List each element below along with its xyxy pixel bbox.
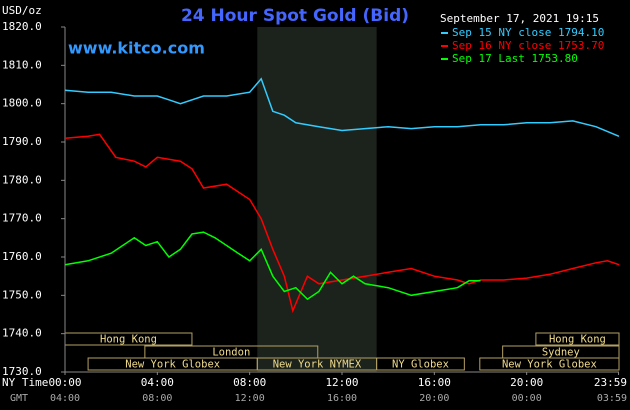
x2-tick-label: 08:00 [142,393,172,404]
session-box [376,357,465,371]
session-label: New York Globex [125,359,220,371]
chart-title: 24 Hour Spot Gold (Bid) [181,6,409,26]
y-tick-label: 1760.0 [2,250,42,263]
session-box [479,357,620,371]
y-tick-label: 1780.0 [2,173,42,186]
session-label: New York NYMEX [273,359,362,371]
watermark: www.kitco.com [68,39,205,58]
x2-tick-label: 20:00 [419,393,449,404]
session-label: NY Globex [392,359,449,371]
session-label: New York Globex [502,359,597,371]
y-tick-label: 1730.0 [2,365,42,378]
x-tick-label: 08:00 [233,376,266,389]
legend-label: Sep 16 NY close 1753.70 [452,39,604,52]
y-tick-label: 1740.0 [2,327,42,340]
x-tick-label: 04:00 [141,376,174,389]
legend-label: Sep 15 NY close 1794.10 [452,26,604,39]
x-tick-label: 12:00 [325,376,358,389]
x-tick-label: 00:00 [48,376,81,389]
session-label: Hong Kong [549,334,606,346]
price-line [64,133,620,314]
legend-label: Sep 17 Last 1753.80 [452,52,578,65]
x-tick-label: 16:00 [418,376,451,389]
y-tick-label: 1820.0 [2,20,42,33]
y-tick-label: 1750.0 [2,288,42,301]
price-line [64,77,620,137]
x2-tick-label: 04:00 [50,393,80,404]
session-box [535,332,620,346]
session-label: Sydney [542,347,580,359]
y-tick-label: 1810.0 [2,58,42,71]
x-tick-label: 20:00 [510,376,543,389]
x2-axis-label: GMT [10,393,28,404]
x2-tick-label: 12:00 [235,393,265,404]
x2-tick-label: 16:00 [327,393,357,404]
x2-tick-label: 03:59 [597,393,627,404]
y-axis-label: USD/oz [2,4,42,17]
x2-tick-label: 00:00 [512,393,542,404]
x-axis-label: NY Time [2,376,48,389]
x-tick-label: 23:59 [594,376,627,389]
session-label: Hong Kong [100,334,157,346]
y-tick-label: 1800.0 [2,97,42,110]
y-tick-label: 1770.0 [2,212,42,225]
session-label: London [212,347,250,359]
price-line [64,231,481,301]
trading-hours-shade [257,27,377,372]
y-tick-label: 1790.0 [2,135,42,148]
timestamp: September 17, 2021 19:15 [440,12,599,25]
